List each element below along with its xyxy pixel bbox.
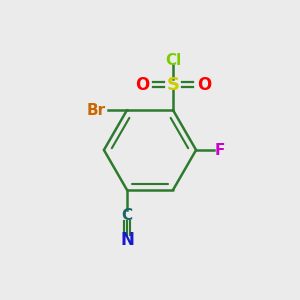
Text: O: O — [135, 76, 149, 94]
Text: F: F — [215, 142, 225, 158]
Text: S: S — [167, 76, 179, 94]
Text: C: C — [122, 208, 133, 223]
Text: Br: Br — [87, 103, 106, 118]
Text: O: O — [197, 76, 212, 94]
Text: Cl: Cl — [165, 53, 181, 68]
Text: N: N — [120, 231, 134, 249]
